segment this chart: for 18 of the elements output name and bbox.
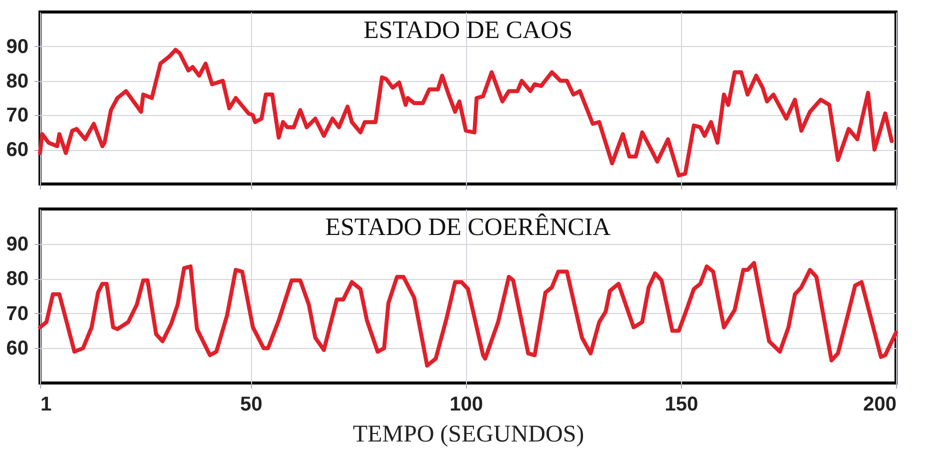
y-tick-label: 60 xyxy=(6,338,28,360)
x-tick-label: 100 xyxy=(450,394,484,416)
line-series xyxy=(38,260,898,368)
y-tick-label: 90 xyxy=(6,233,28,256)
y-tick-label: 90 xyxy=(6,36,28,58)
x-tick-label: 200 xyxy=(863,394,896,416)
chart-title: ESTADO DE COERÊNCIA xyxy=(325,213,611,241)
x-tick-label: 50 xyxy=(240,394,262,416)
x-axis-title: TEMPO (SEGUNDOS) xyxy=(352,422,584,448)
y-tick-label: 80 xyxy=(6,70,28,92)
y-tick-label: 70 xyxy=(6,302,28,325)
line-series xyxy=(38,48,894,178)
x-tick-label: 1 xyxy=(40,394,52,416)
y-tick-label: 70 xyxy=(6,104,28,127)
y-tick-label: 60 xyxy=(6,139,28,162)
x-tick-label: 150 xyxy=(664,394,698,416)
chart-title: ESTADO DE CAOS xyxy=(363,17,573,44)
y-tick-label: 80 xyxy=(6,268,28,290)
